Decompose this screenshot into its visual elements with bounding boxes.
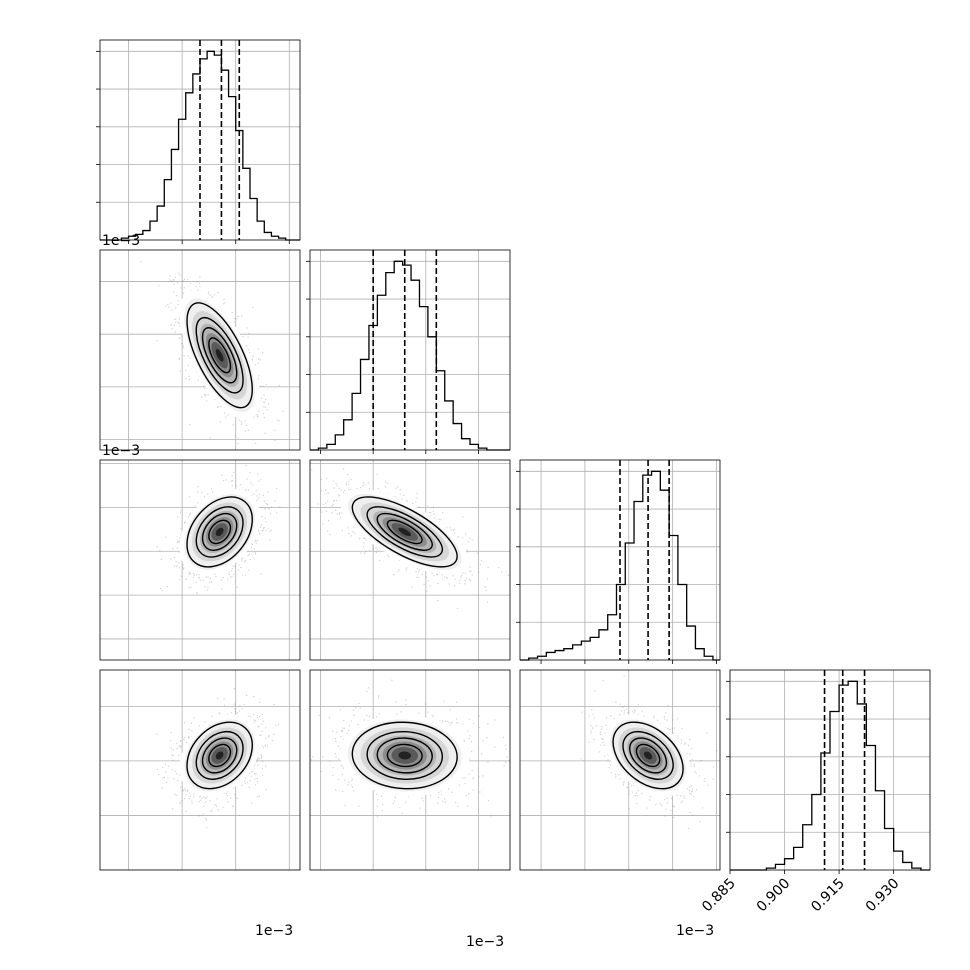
y-tick-label: −2.25 xyxy=(53,338,95,380)
density-level-5 xyxy=(215,348,224,362)
histogram-step-3 xyxy=(730,680,930,871)
contour-line-1 xyxy=(622,730,674,780)
x-tick-label: 0.915 xyxy=(808,876,848,916)
x-tick-label: 3.30 xyxy=(265,876,298,909)
y-tick-label: 0.900 xyxy=(55,819,95,859)
scatter-panel-0-1: −2.75 −2.50 −2.25 −2.00 xyxy=(53,249,301,485)
hist-3-frame xyxy=(729,669,931,871)
contour-line-2 xyxy=(201,327,238,384)
hist-2-frame xyxy=(519,459,721,661)
contour-line-1 xyxy=(366,730,444,780)
panel-inner xyxy=(310,460,510,660)
density-level-5 xyxy=(215,527,224,537)
contour-line-3 xyxy=(208,519,232,545)
contour-line-0 xyxy=(186,721,253,790)
panel-inner: −2.75 −2.50 −2.25 −2.00 xyxy=(53,250,300,485)
contour-line-3 xyxy=(208,743,232,768)
contour-line-3 xyxy=(386,743,423,768)
contour-line-2 xyxy=(201,512,238,551)
contour-line-1 xyxy=(366,506,444,558)
histogram-panel-1 xyxy=(306,249,511,454)
pair-0-1-frame xyxy=(99,249,301,451)
pair-1-3-frame xyxy=(309,669,511,871)
pair-0-3-frame xyxy=(99,669,301,871)
contour-line-3 xyxy=(208,337,232,374)
offset-label-row1-param1: 1e−3 xyxy=(102,443,140,459)
x-tick-label: 6.75 xyxy=(648,876,681,909)
contour-line-0 xyxy=(351,721,458,790)
y-tick-label: 6.00 xyxy=(61,642,94,675)
x-tick-label: 0.930 xyxy=(863,876,903,916)
y-tick-label: 0.915 xyxy=(55,764,95,804)
density-level-5 xyxy=(398,751,412,760)
panel-inner: 6.00 6.25 6.50 6.75 7.00 xyxy=(61,460,300,675)
density-level-5 xyxy=(398,527,412,537)
scatter-panel-1-3: −2.75 −2.50 −2.25 −2.00 xyxy=(288,669,511,918)
hist-0-frame xyxy=(99,39,301,241)
contour-line-1 xyxy=(195,730,244,780)
y-tick-label: −2.00 xyxy=(53,285,95,327)
y-tick-label: 6.25 xyxy=(61,599,94,632)
contour-line-1 xyxy=(195,506,244,558)
y-tick-label: −2.50 xyxy=(53,390,95,432)
y-tick-label: 6.75 xyxy=(61,511,94,544)
histogram-panel-2 xyxy=(516,459,721,664)
contour-line-2 xyxy=(201,737,238,774)
offset-label-x-param1: 1e−3 xyxy=(466,934,504,950)
contour-line-0 xyxy=(186,496,253,568)
y-tick-label: 7.00 xyxy=(61,467,94,500)
x-tick-label: −2.25 xyxy=(393,876,435,918)
contour-line-3 xyxy=(635,743,661,768)
pair-1-2-frame xyxy=(309,459,511,661)
density-level-5 xyxy=(215,751,224,760)
x-tick-label: 3.15 xyxy=(211,876,244,909)
contour-line-2 xyxy=(629,737,668,774)
panel-inner: 2.85 3.00 3.15 3.30 0.885 0.900 0.915 0.930 xyxy=(55,670,300,914)
contour-line-0 xyxy=(186,302,253,409)
x-tick-label: 3.00 xyxy=(158,876,191,909)
x-tick-label: −2.50 xyxy=(340,876,382,918)
y-tick-label: 6.50 xyxy=(61,555,94,588)
panel-inner: −2.75−2.50 −2.25 −2.00 xyxy=(288,670,510,918)
y-tick-label: 0.885 xyxy=(55,874,95,914)
pair-2-3-frame xyxy=(519,669,721,871)
scatter-panel-0-2: 6.00 6.25 6.50 6.75 7.00 xyxy=(61,459,301,675)
pair-0-2-frame xyxy=(99,459,301,661)
x-tick-label: 6.00 xyxy=(517,876,550,909)
scatter-panel-0-3: 2.85 3.00 3.15 3.30 0.885 0.900 0.915 0.930 xyxy=(55,669,301,914)
x-tick-label: 2.85 xyxy=(104,876,137,909)
x-tick-label: 0.885 xyxy=(699,876,739,916)
density-level-5 xyxy=(643,751,653,760)
offset-label-x-param0: 1e−3 xyxy=(255,923,293,939)
y-tick-label: 0.930 xyxy=(55,710,95,750)
contour-line-2 xyxy=(376,737,433,774)
x-tick-label: 6.25 xyxy=(560,876,593,909)
x-tick-label: 0.900 xyxy=(754,876,794,916)
contour-line-1 xyxy=(195,316,244,394)
x-tick-label: −2.75 xyxy=(288,876,330,918)
y-tick-label: −2.75 xyxy=(53,443,95,485)
histogram-panel-3: 0.885 0.900 0.915 0.930 xyxy=(699,669,931,916)
contour-line-0 xyxy=(612,721,684,790)
x-tick-label: 6.50 xyxy=(604,876,637,909)
scatter-panel-1-2 xyxy=(309,459,511,661)
contour-line-2 xyxy=(376,512,433,551)
histogram-step-2 xyxy=(520,470,720,661)
hist-1-frame xyxy=(309,249,511,451)
histogram-panel-0 xyxy=(96,39,301,244)
x-tick-label: −2.00 xyxy=(446,876,488,918)
offset-label-row0-param0: 1e−3 xyxy=(102,233,140,249)
histogram-step-1 xyxy=(310,260,510,451)
contour-line-0 xyxy=(351,496,458,568)
contour-line-3 xyxy=(386,519,423,545)
scatter-panel-2-3: 6.00 6.25 6.50 6.75 7.00 xyxy=(517,669,721,909)
offset-label-x-param2: 1e−3 xyxy=(676,923,714,939)
